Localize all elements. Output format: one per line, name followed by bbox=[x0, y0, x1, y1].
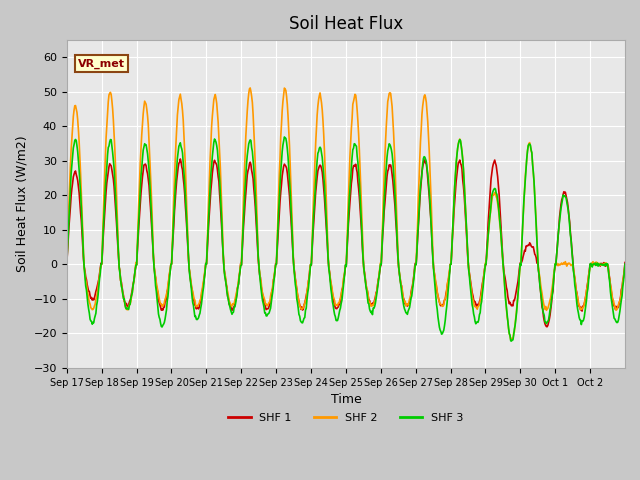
SHF 3 bbox=[404, 308, 412, 314]
SHF 3 bbox=[231, 304, 239, 310]
SHF 3 bbox=[63, 261, 70, 267]
X-axis label: Time: Time bbox=[330, 393, 361, 406]
SHF 1 bbox=[621, 260, 629, 265]
SHF 2 bbox=[280, 85, 288, 91]
Legend: SHF 1, SHF 2, SHF 3: SHF 1, SHF 2, SHF 3 bbox=[224, 409, 468, 428]
SHF 1 bbox=[280, 161, 288, 167]
SHF 2 bbox=[63, 262, 70, 268]
SHF 1 bbox=[177, 156, 184, 162]
SHF 2 bbox=[259, 293, 267, 299]
SHF 1 bbox=[232, 298, 239, 303]
SHF 1 bbox=[259, 294, 267, 300]
SHF 3 bbox=[436, 324, 444, 330]
SHF 3 bbox=[129, 290, 136, 296]
SHF 2 bbox=[129, 290, 136, 296]
SHF 2 bbox=[231, 297, 239, 303]
SHF 1 bbox=[543, 324, 551, 330]
SHF 2 bbox=[507, 337, 515, 343]
SHF 1 bbox=[63, 261, 70, 267]
Line: SHF 1: SHF 1 bbox=[67, 159, 625, 327]
SHF 1 bbox=[404, 302, 412, 308]
SHF 2 bbox=[404, 302, 412, 308]
SHF 3 bbox=[621, 261, 629, 267]
Title: Soil Heat Flux: Soil Heat Flux bbox=[289, 15, 403, 33]
Y-axis label: Soil Heat Flux (W/m2): Soil Heat Flux (W/m2) bbox=[15, 136, 28, 272]
SHF 1 bbox=[436, 299, 444, 305]
Line: SHF 3: SHF 3 bbox=[67, 137, 625, 341]
SHF 3 bbox=[280, 134, 288, 140]
Line: SHF 2: SHF 2 bbox=[67, 88, 625, 340]
SHF 3 bbox=[259, 298, 266, 303]
SHF 3 bbox=[508, 338, 515, 344]
Text: VR_met: VR_met bbox=[78, 59, 125, 69]
SHF 2 bbox=[621, 263, 629, 269]
SHF 3 bbox=[280, 138, 287, 144]
SHF 1 bbox=[129, 287, 136, 293]
SHF 2 bbox=[436, 299, 444, 305]
SHF 2 bbox=[246, 85, 254, 91]
